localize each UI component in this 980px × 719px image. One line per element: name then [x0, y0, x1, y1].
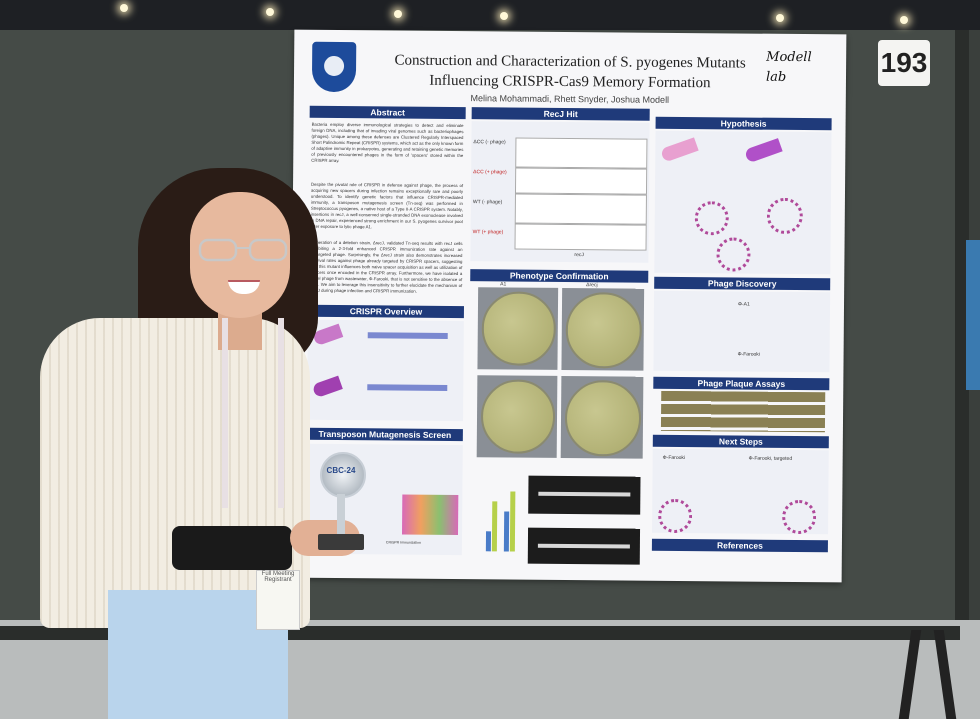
phage-label: Φ-Farooki	[662, 454, 686, 462]
section-header-recj-hit: RecJ Hit	[471, 107, 650, 121]
recj-coverage-tracks: ΔCC (- phage) ΔCC (+ phage) WT (- phage)…	[470, 121, 650, 263]
next-steps-diagram: Φ-Farooki Φ-Farooki, targeted	[652, 448, 829, 535]
ceiling-light	[266, 8, 274, 16]
screen-heatmap	[401, 494, 459, 536]
phage-label: Φ-A1	[737, 301, 750, 308]
name-badge: Full Meeting Registrant	[256, 570, 300, 630]
booth-number-card: 193	[878, 40, 930, 86]
phage-label: Φ-Farooki	[737, 351, 760, 358]
hypothesis-diagram	[654, 130, 832, 275]
plate-column-label: A1	[500, 281, 507, 288]
plate-photo	[476, 375, 558, 458]
plate-photo	[561, 287, 645, 371]
track-label: ΔCC (- phage)	[473, 139, 506, 146]
face	[190, 192, 290, 318]
section-header-crispr-overview: CRISPR Overview	[307, 304, 464, 319]
abstract-paragraph: Despite the pivotal role of CRISPR in de…	[310, 181, 464, 230]
track-label: ΔCC (+ phage)	[473, 169, 507, 176]
gel-image	[528, 475, 641, 515]
crispr-array	[367, 332, 448, 339]
smile	[228, 280, 260, 294]
plate-photo	[560, 375, 644, 459]
abstract-paragraph: Bacteria employ diverse immunological st…	[311, 121, 464, 163]
section-header-references: References	[651, 538, 828, 553]
section-header-plaque-assays: Phage Plaque Assays	[653, 376, 830, 391]
trophy-disc	[320, 452, 366, 498]
poster-authors: Melina Mohammadi, Rhett Snyder, Joshua M…	[470, 93, 670, 105]
ceiling-light	[120, 4, 128, 12]
plate-photo	[477, 287, 559, 370]
coverage-track	[514, 167, 648, 195]
wrist-brace	[172, 526, 292, 570]
gel-image	[527, 527, 641, 565]
ceiling	[0, 0, 980, 30]
section-header-transposon-screen: Transposon Mutagenesis Screen	[306, 427, 463, 442]
survivor-bar-chart	[480, 481, 531, 552]
ceiling-light	[500, 12, 508, 20]
lab-logo: Modell lab	[765, 49, 812, 85]
phage-label: Φ-Farooki, targeted	[748, 455, 793, 462]
poster-title-line2: Influencing CRISPR-Cas9 Memory Formation	[429, 72, 711, 92]
abstract-paragraph: Generation of a deletion strain, ΔrecJ, …	[310, 239, 463, 294]
section-header-abstract: Abstract	[309, 105, 466, 120]
lanyard	[222, 318, 284, 508]
crispr-array	[367, 384, 448, 391]
ceiling-light	[776, 14, 784, 22]
award-trophy: CBC-24	[314, 452, 368, 552]
section-header-next-steps: Next Steps	[652, 434, 829, 449]
poster-title-line1: Construction and Characterization of S. …	[394, 52, 746, 72]
coverage-track	[514, 223, 647, 251]
plaque-assay-strips	[660, 390, 826, 433]
ceiling-light	[394, 10, 402, 18]
section-header-hypothesis: Hypothesis	[655, 116, 832, 131]
track-label: WT (+ phage)	[472, 229, 504, 236]
cas9-shape	[311, 375, 343, 399]
crispr-overview-diagram	[306, 319, 464, 422]
research-poster: Construction and Characterization of S. …	[289, 29, 847, 583]
trophy-text: CBC-24	[326, 466, 356, 475]
screen-axis-label: CRISPR Immunization	[385, 540, 421, 545]
exhibit-banner	[966, 240, 980, 390]
trophy-stem	[337, 494, 345, 534]
trophy-base	[318, 534, 364, 550]
eyeglasses	[198, 238, 288, 262]
coverage-track	[515, 137, 648, 169]
track-label: WT (- phage)	[472, 199, 503, 206]
phage-discovery-panel: Φ-A1 Φ-Farooki	[653, 290, 831, 373]
section-header-phage-discovery: Phage Discovery	[654, 276, 831, 291]
coverage-track	[514, 193, 647, 225]
recj-gene-label: recJ	[574, 252, 584, 259]
section-header-phenotype: Phenotype Confirmation	[470, 269, 649, 283]
plate-column-label: Δrecj	[586, 282, 598, 289]
ceiling-light	[900, 16, 908, 24]
